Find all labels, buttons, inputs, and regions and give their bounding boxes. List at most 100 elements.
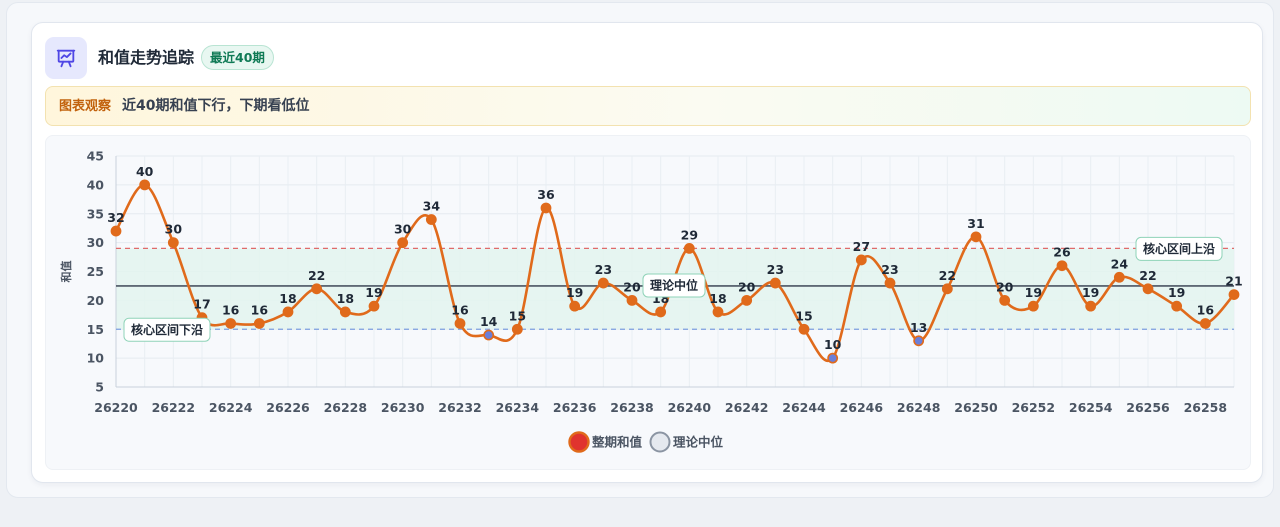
data-point [626,294,638,306]
data-point [741,294,753,306]
data-label: 15 [795,308,812,323]
data-label: 20 [738,279,756,294]
data-point [511,323,523,335]
x-tick-label: 26228 [324,400,368,415]
data-label: 16 [251,302,269,317]
data-point [483,329,495,341]
data-point [282,306,294,318]
data-label: 30 [394,222,412,237]
data-point [397,237,409,249]
data-label: 18 [279,291,296,306]
x-tick-label: 26230 [381,400,425,415]
data-label: 22 [939,268,956,283]
upper-ref-label-box [1135,236,1223,261]
x-tick-label: 26258 [1184,400,1228,415]
x-tick-label: 26226 [266,400,310,415]
data-point [941,283,953,295]
data-point [1199,318,1211,329]
data-label: 14 [480,314,498,329]
data-label: 24 [1111,256,1129,271]
data-label: 23 [881,262,898,277]
data-label: 40 [136,164,154,179]
data-label: 18 [337,291,354,306]
data-point [139,179,151,191]
data-label: 36 [537,187,555,202]
data-label: 31 [967,216,984,231]
data-label: 32 [107,210,124,225]
data-point [769,277,781,289]
x-tick-label: 26224 [209,400,253,415]
data-point [1056,260,1068,272]
y-tick-label: 5 [95,380,104,395]
y-tick-label: 20 [87,293,105,308]
data-point [1113,271,1125,283]
y-tick-label: 15 [87,322,104,337]
data-point [913,335,925,347]
x-tick-label: 26222 [152,400,196,415]
data-point [454,318,466,329]
data-point [540,202,552,214]
observation-text: 近40期和值下行，下期看低位 [122,98,310,114]
data-point [253,318,265,329]
data-label: 30 [165,222,183,237]
data-point [683,243,695,254]
data-point [167,237,179,249]
data-point [225,318,237,329]
x-tick-label: 26236 [553,400,597,415]
data-point [655,306,667,318]
y-tick-label: 40 [87,177,105,192]
observation-tag: 图表观察 [59,99,112,114]
data-point [425,214,437,225]
y-tick-label: 10 [87,351,105,366]
x-tick-label: 26246 [840,400,884,415]
card-title: 和值走势追踪 [98,48,195,67]
presentation-chart-icon [45,37,87,79]
data-point [1171,300,1183,312]
median-ref-label-box [642,273,706,298]
data-point [1085,300,1097,312]
data-label: 19 [566,285,583,300]
x-tick-label: 26256 [1126,400,1170,415]
x-tick-label: 26238 [610,400,654,415]
x-tick-label: 26252 [1012,400,1056,415]
x-tick-label: 26250 [954,400,998,415]
data-label: 27 [853,239,870,254]
data-label: 16 [451,302,469,317]
data-label: 23 [595,262,612,277]
data-point [1027,300,1039,312]
observation-banner: 图表观察 近40期和值下行，下期看低位 [45,86,1251,126]
data-point [569,300,581,312]
data-point [855,254,867,266]
lower-ref-label: 核心区间下沿 [131,322,203,337]
data-point [884,277,896,289]
period-badge: 最近40期 [201,45,274,70]
y-tick-label: 35 [87,206,104,221]
data-point [110,225,122,237]
y-tick-label: 45 [87,149,104,164]
data-point [798,323,810,335]
y-axis-label: 和值 [59,261,73,283]
data-point [368,300,380,312]
data-label: 15 [509,308,526,323]
data-label: 26 [1053,245,1071,260]
data-label: 10 [824,337,842,352]
data-label: 16 [1197,302,1215,317]
data-point [999,294,1011,306]
x-tick-label: 26254 [1069,400,1113,415]
data-label: 20 [623,279,641,294]
data-label: 17 [193,297,210,312]
data-label: 20 [996,279,1014,294]
x-tick-label: 26248 [897,400,941,415]
chart-area: 5 10 15 20 25 30 35 40 45 26220 26222 26224 26226 262… [45,135,1251,470]
page-frame: 和值走势追踪 最近40期 图表观察 近40期和值下行，下期看低位 5 10 15 20… [6,2,1274,498]
data-label: 19 [1168,285,1185,300]
legend-swatch-sum [568,431,590,453]
data-label: 23 [767,262,784,277]
x-tick-label: 26240 [668,400,712,415]
data-point [311,283,323,295]
data-point [970,231,982,243]
x-tick-label: 26232 [438,400,482,415]
data-label: 34 [423,199,441,214]
upper-ref-label: 核心区间上沿 [1143,241,1215,256]
